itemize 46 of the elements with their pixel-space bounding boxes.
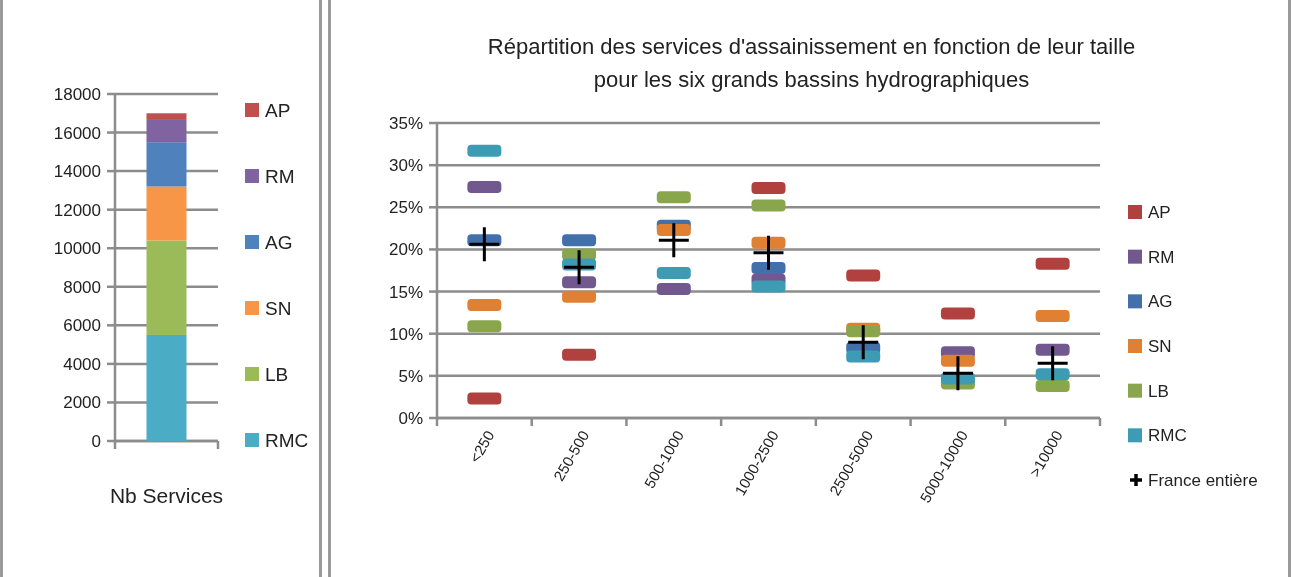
point: [848, 325, 879, 360]
y-tick-label: 14000: [53, 162, 101, 182]
bar: [146, 142, 187, 187]
y-tick-label: 20%: [388, 240, 423, 260]
legend-label: LB: [265, 363, 289, 385]
bar: [146, 240, 187, 335]
y-tick-label: 18000: [53, 84, 101, 104]
legend-label: RMC: [265, 429, 309, 451]
x-tick-label: Nb Services: [109, 484, 224, 507]
y-tick-label: 2000: [63, 393, 101, 413]
bar: [146, 119, 187, 143]
legend-label: RMC: [1148, 426, 1187, 446]
legend-label: AG: [1148, 292, 1173, 312]
point: [942, 356, 973, 391]
y-tick-label: 16000: [53, 123, 101, 143]
y-tick-label: 4000: [63, 354, 101, 374]
y-tick-label: 5%: [398, 366, 423, 386]
legend-label: AG: [265, 231, 293, 253]
y-tick-label: 15%: [388, 282, 423, 302]
point: [564, 250, 595, 285]
y-tick-label: 6000: [63, 316, 101, 336]
point: [658, 223, 689, 258]
legend-label: RM: [265, 165, 295, 187]
y-tick-label: 10%: [388, 324, 423, 344]
y-tick-label: 10000: [53, 239, 101, 259]
y-tick-label: 12000: [53, 200, 101, 220]
bar: [146, 113, 187, 120]
y-tick-label: 0%: [398, 408, 423, 428]
legend-label: RM: [1148, 247, 1175, 267]
y-tick-label: 8000: [63, 277, 101, 297]
y-tick-label: 25%: [388, 198, 423, 218]
bar: [146, 334, 187, 441]
legend-label: France entière: [1148, 470, 1258, 490]
legend-label: LB: [1148, 381, 1169, 401]
y-tick-label: 0: [91, 431, 101, 451]
bar: [146, 186, 187, 241]
legend-label: AP: [1148, 202, 1171, 222]
chart-title: Répartition des services d'assainissement en fonction de leur taille pour les six grands bassins hydrographiques: [487, 34, 1136, 92]
legend-label: SN: [1148, 336, 1172, 356]
point: [753, 235, 784, 270]
legend-label: AP: [265, 99, 291, 121]
point: [1037, 346, 1068, 381]
point: [469, 227, 500, 262]
y-tick-label: 30%: [388, 156, 423, 176]
y-tick-label: 35%: [388, 113, 423, 133]
legend-label: SN: [265, 297, 292, 319]
